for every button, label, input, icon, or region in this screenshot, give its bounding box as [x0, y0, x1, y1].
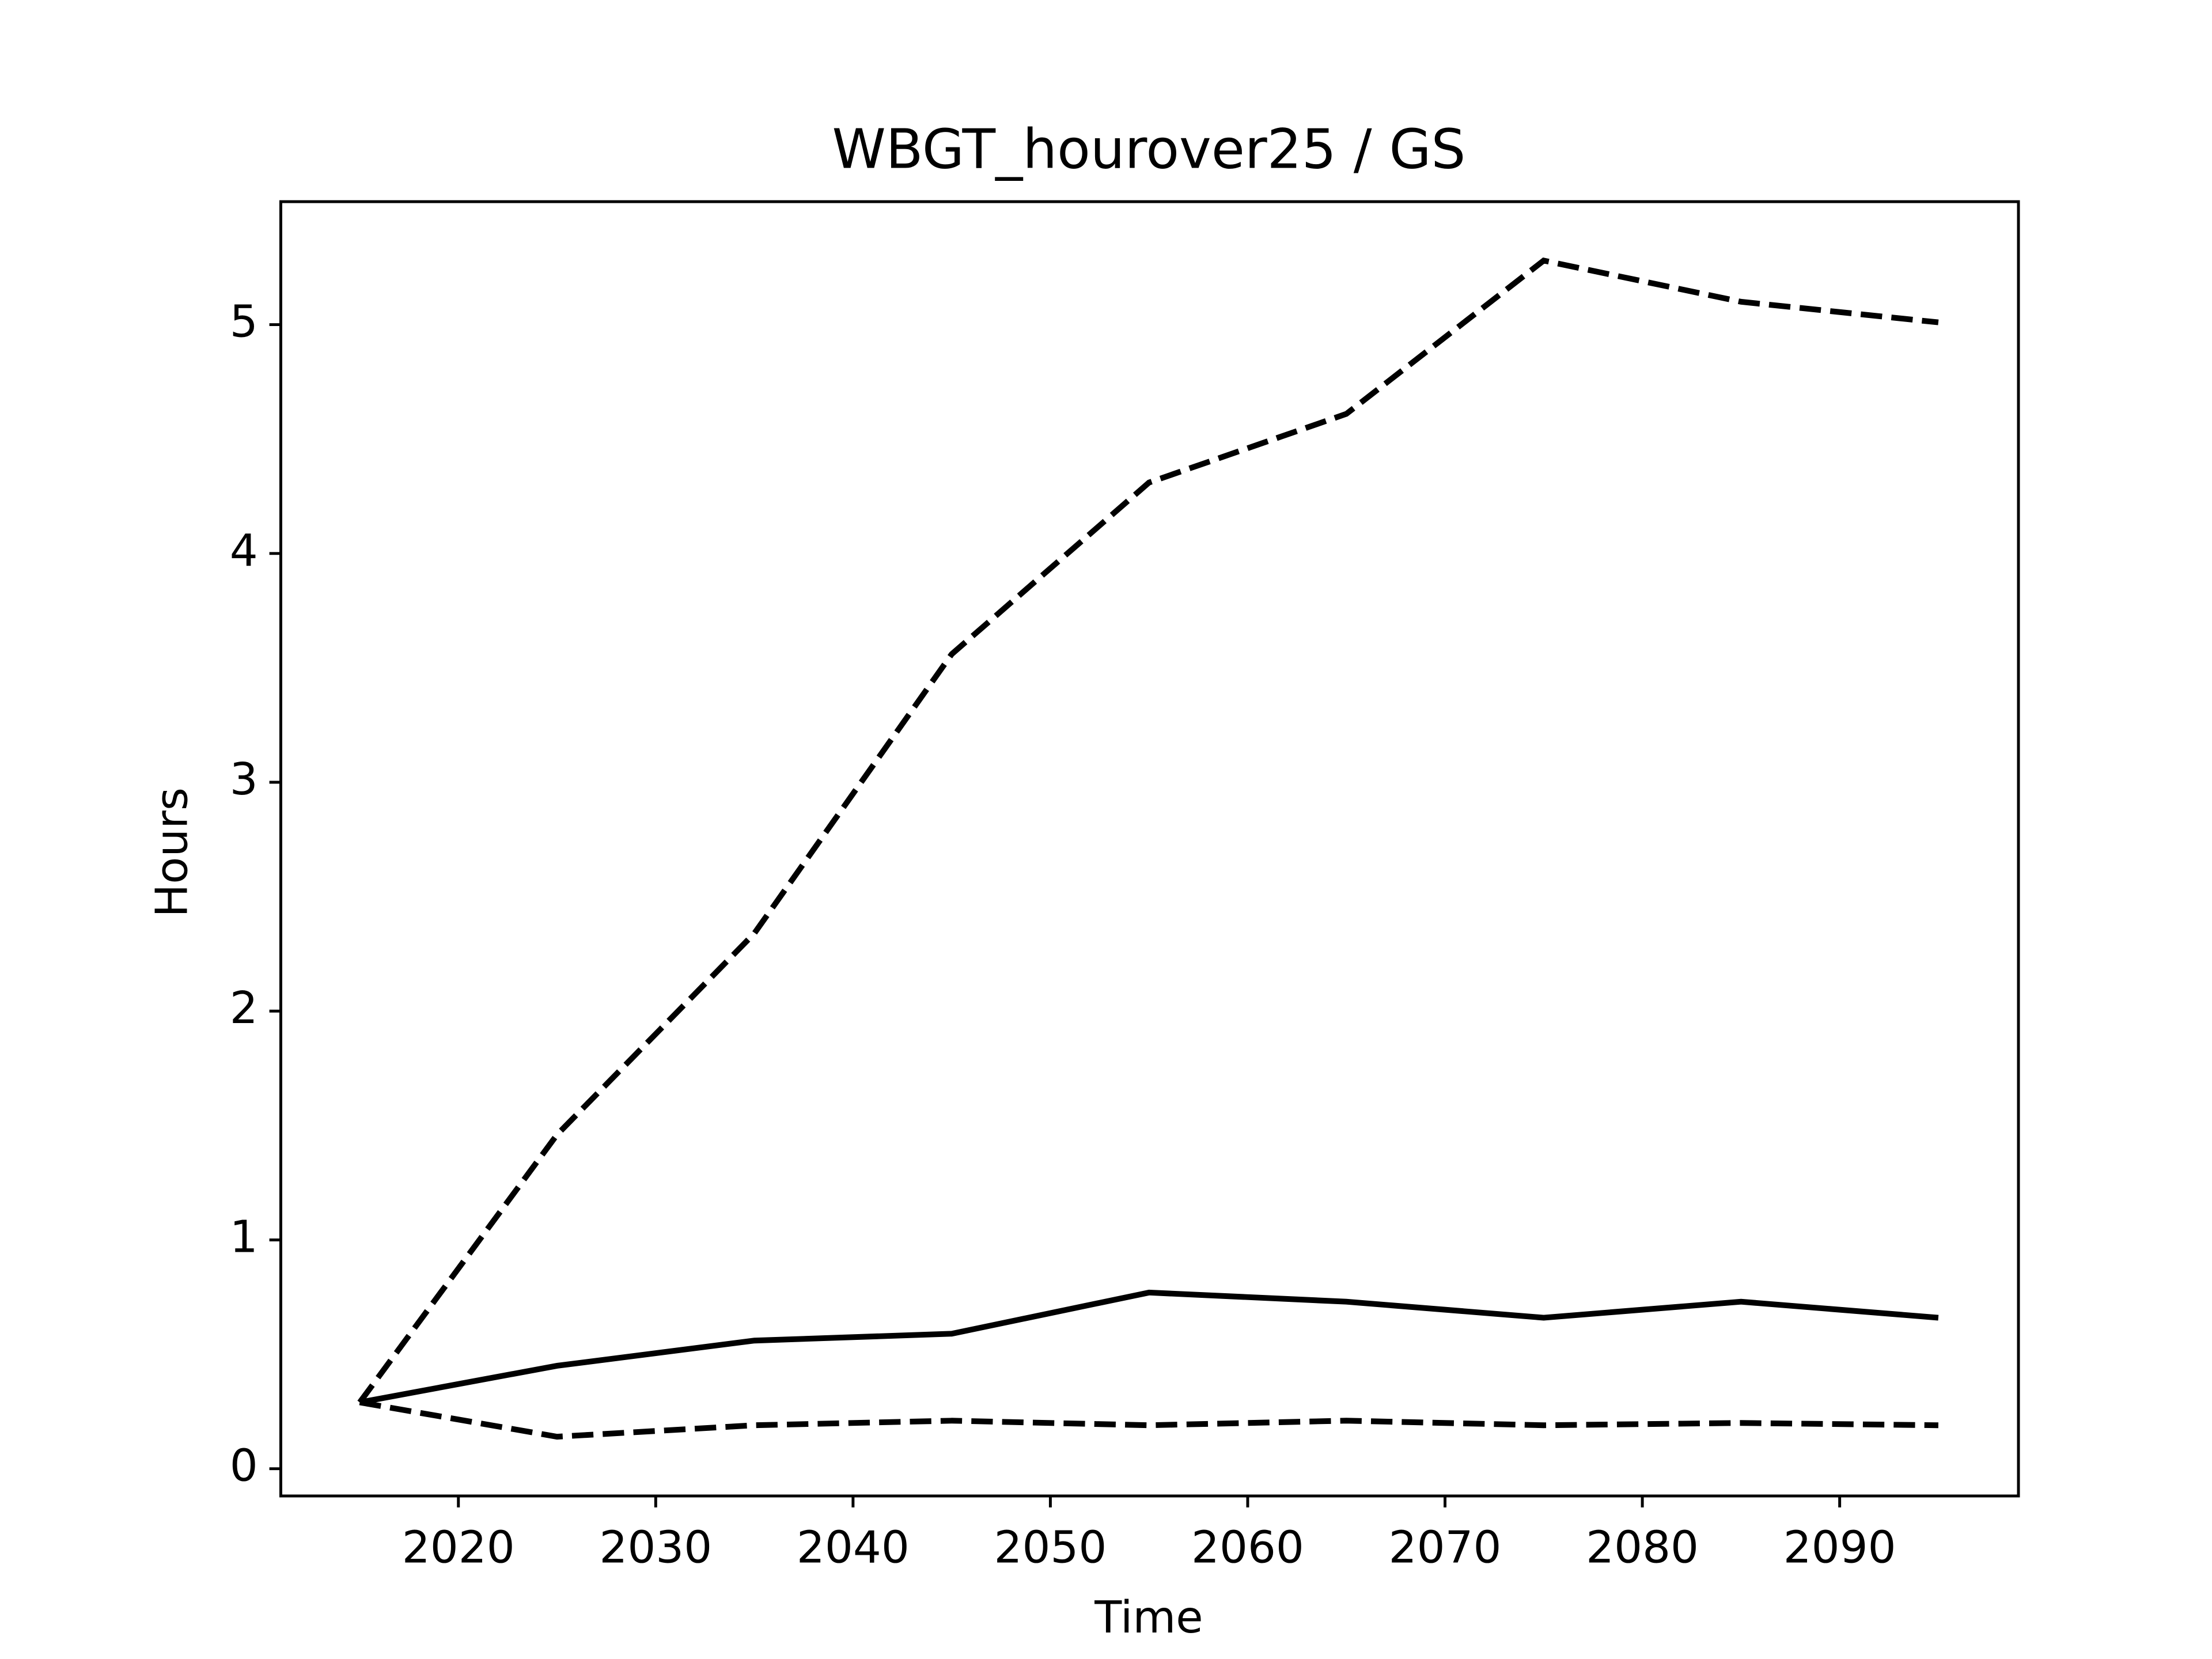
x-tick-label: 2020 [402, 1522, 515, 1573]
y-tick-label: 0 [230, 1441, 258, 1492]
x-axis-label: Time [1094, 1592, 1203, 1643]
y-tick-label: 2 [230, 983, 258, 1034]
plot-frame [279, 200, 2020, 1498]
y-axis-label: Hours [147, 787, 198, 917]
x-tick-label: 2050 [994, 1522, 1107, 1573]
x-tick-label: 2060 [1191, 1522, 1304, 1573]
x-tick-label: 2030 [599, 1522, 712, 1573]
line-series [357, 257, 1939, 1404]
line-series [359, 1289, 1939, 1406]
y-tick-label: 4 [230, 525, 258, 577]
y-tick-label: 1 [230, 1211, 258, 1263]
chart-title: WBGT_hourover25 / GS [832, 118, 1466, 181]
x-tick-label: 2040 [797, 1522, 910, 1573]
y-tick-label: 5 [230, 297, 258, 348]
line-series [359, 1399, 1938, 1440]
y-tick-label: 3 [230, 754, 258, 805]
x-tick-label: 2080 [1586, 1522, 1699, 1573]
x-tick-label: 2090 [1783, 1522, 1896, 1573]
x-tick-label: 2070 [1389, 1522, 1502, 1573]
